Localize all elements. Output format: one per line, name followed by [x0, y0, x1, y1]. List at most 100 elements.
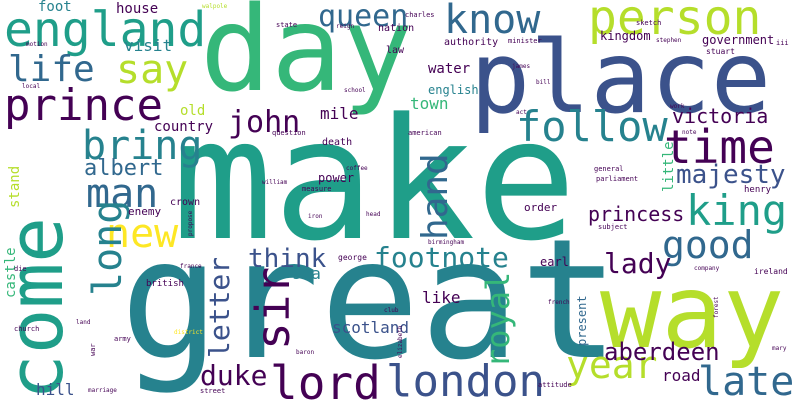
- word-minister: minister: [508, 37, 542, 45]
- word-lord: lord: [270, 356, 381, 400]
- word-walpole: walpole: [202, 3, 228, 10]
- word-way: way: [600, 253, 785, 372]
- word-good: good: [662, 223, 754, 267]
- word-general: general: [594, 165, 624, 173]
- word-new: new: [106, 211, 179, 257]
- word-present: present: [575, 295, 589, 346]
- word-state: state: [276, 21, 298, 29]
- word-follow: follow: [516, 102, 668, 151]
- word-duke: duke: [200, 359, 268, 392]
- word-stuart: stuart: [706, 47, 735, 56]
- word-say: say: [116, 47, 189, 93]
- word-work: work: [670, 103, 685, 110]
- word-enemy: enemy: [128, 205, 162, 218]
- word-propose: propose: [187, 210, 194, 236]
- word-ireland: ireland: [754, 267, 788, 276]
- word-princess: princess: [588, 202, 685, 226]
- word-attitude: attitude: [538, 381, 572, 389]
- word-mile: mile: [320, 104, 359, 123]
- word-visit: visit: [124, 36, 173, 55]
- word-footnote: footnote: [374, 241, 509, 274]
- word-army: army: [114, 335, 131, 343]
- word-power: power: [318, 171, 355, 185]
- word-little: little: [661, 141, 677, 192]
- word-late: late: [698, 359, 795, 400]
- word-year: year: [566, 343, 658, 387]
- word-coffee: coffee: [346, 165, 368, 172]
- word-british: british: [146, 279, 184, 289]
- word-die: die: [14, 265, 27, 273]
- word-foot: foot: [38, 0, 72, 15]
- word-old: old: [180, 103, 206, 119]
- word-bring: bring: [82, 123, 203, 169]
- word-club: club: [384, 307, 399, 314]
- word-henry: henry: [744, 185, 772, 195]
- word-majesty: majesty: [676, 160, 786, 190]
- word-baron: baron: [296, 349, 315, 356]
- word-law: law: [386, 45, 405, 56]
- word-life: life: [8, 49, 95, 90]
- word-marriage: marriage: [88, 387, 117, 394]
- word-william: william: [262, 179, 288, 186]
- word-english: english: [428, 83, 479, 97]
- word-sea: sea: [292, 264, 321, 283]
- word-school: school: [344, 87, 366, 94]
- word-water: water: [428, 61, 471, 77]
- word-know: know: [444, 0, 541, 43]
- word-district: district: [174, 329, 203, 336]
- word-charles: charles: [405, 11, 435, 19]
- word-nation: nation: [378, 23, 415, 34]
- word-road: road: [662, 366, 701, 385]
- word-head: head: [366, 211, 381, 218]
- word-prince: prince: [4, 80, 163, 131]
- word-question: question: [272, 129, 306, 137]
- word-london: london: [386, 356, 545, 400]
- word-reign: reign: [336, 23, 355, 30]
- word-stephen: stephen: [656, 37, 682, 44]
- word-crown: crown: [170, 197, 201, 208]
- word-great: great: [120, 204, 620, 397]
- word-long: long: [85, 199, 131, 296]
- word-motion: motion: [26, 41, 48, 48]
- word-local: local: [22, 83, 41, 90]
- word-mary: mary: [772, 345, 787, 352]
- word-albert: albert: [84, 156, 164, 181]
- word-queen: queen: [318, 0, 409, 34]
- word-church: church: [14, 325, 40, 333]
- word-john: john: [228, 105, 301, 140]
- word-american: american: [408, 129, 442, 137]
- word-iii: iii: [776, 39, 789, 47]
- word-james: james: [512, 63, 531, 70]
- word-lady: lady: [604, 247, 672, 280]
- word-birmingham: birmingham: [428, 239, 465, 246]
- word-measure: measure: [302, 185, 332, 193]
- word-hill: hill: [36, 380, 75, 399]
- word-death: death: [322, 137, 353, 148]
- word-country: country: [154, 119, 214, 135]
- word-kingdom: kingdom: [600, 29, 651, 43]
- word-act: act: [516, 109, 527, 116]
- word-george: george: [338, 253, 367, 262]
- word-company: company: [694, 265, 720, 272]
- word-like: like: [422, 288, 461, 307]
- word-place: place: [470, 19, 772, 136]
- word-victoria: victoria: [672, 104, 769, 128]
- word-time: time: [664, 120, 775, 174]
- word-stand: stand: [7, 165, 23, 208]
- word-scotland: scotland: [332, 318, 410, 337]
- word-france: france: [180, 263, 202, 270]
- word-elizabeth: elizabeth: [397, 325, 404, 358]
- word-man: man: [86, 171, 159, 217]
- word-house: house: [116, 1, 159, 17]
- word-subject: subject: [598, 223, 628, 231]
- word-town: town: [410, 94, 449, 113]
- word-land: land: [76, 319, 91, 326]
- word-forest: forest: [713, 296, 720, 318]
- word-day: day: [200, 0, 414, 118]
- word-think: think: [248, 244, 327, 274]
- word-street: street: [200, 387, 226, 395]
- word-royal: royal: [479, 271, 517, 368]
- word-sir: sir: [246, 266, 300, 350]
- word-come: come: [0, 216, 80, 400]
